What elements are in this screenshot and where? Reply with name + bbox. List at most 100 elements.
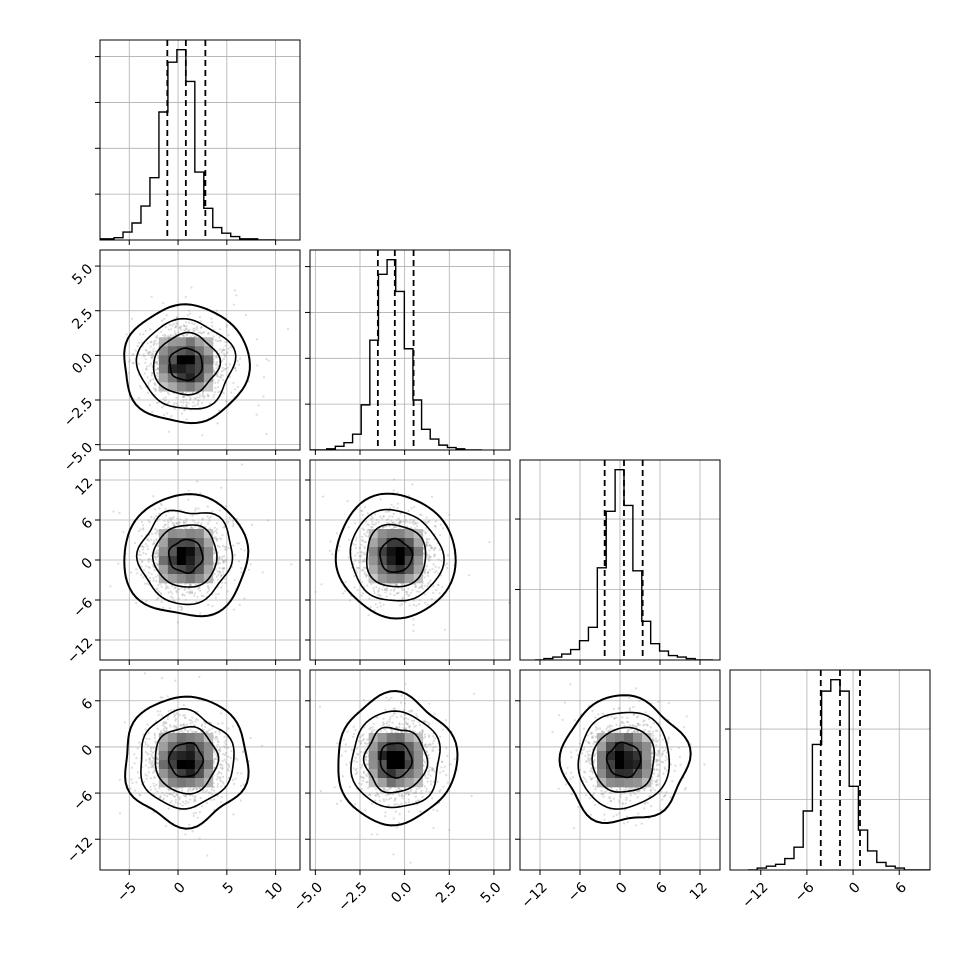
scatter-point [190,591,193,595]
scatter-point [156,549,159,552]
histogram-steps [100,49,276,240]
scatter-point [183,588,186,592]
scatter-point [157,555,160,558]
scatter-point [363,559,366,563]
scatter-point [425,543,428,546]
scatter-point [191,788,194,791]
scatter-point [377,589,380,592]
scatter-point [182,401,185,404]
scatter-point [147,381,150,384]
scatter-point [314,590,317,593]
scatter-point [151,353,154,356]
scatter-point [403,601,406,604]
scatter-point [227,347,230,350]
scatter-point [232,303,235,306]
scatter-point [295,589,297,591]
scatter-point [151,378,155,381]
scatter-point [143,569,146,572]
scatter-point [222,560,225,563]
scatter-point [153,340,156,343]
scatter-point [238,560,241,563]
scatter-point [265,433,268,436]
scatter-point [180,605,183,609]
scatter-point [164,398,167,402]
scatter-point [154,389,157,392]
scatter-point [265,358,268,361]
scatter-point [228,516,231,520]
scatter-point [401,603,404,606]
scatter-point [435,588,438,592]
scatter-point [262,395,265,398]
density-cell [194,355,205,365]
scatter-point [214,381,217,384]
scatter-point [178,713,181,717]
scatter-point [232,381,235,384]
scatter-point [216,539,219,542]
density-cell [404,574,415,584]
scatter-point [149,353,152,356]
scatter-point [199,527,202,530]
scatter-point [150,558,153,561]
scatter-point [188,587,191,590]
scatter-point [355,566,358,569]
scatter-point [139,333,142,336]
scatter-point [211,510,214,513]
scatter-point [191,830,194,833]
scatter-point [423,593,426,596]
scatter-point [212,536,216,540]
scatter-point [363,545,366,548]
scatter-point [144,552,148,556]
scatter-point [467,574,471,577]
scatter-point [154,740,157,743]
scatter-point [131,317,134,320]
scatter-point [408,593,411,596]
scatter-point [128,360,131,363]
scatter-point [220,538,223,541]
scatter-point [157,375,160,378]
scatter-point [160,585,163,588]
density-cell [194,346,205,356]
scatter-point [189,312,192,315]
scatter-point [213,798,216,801]
scatter-point [384,588,387,591]
scatter-point [358,555,361,558]
scatter-point [232,544,235,547]
scatter-point [112,510,115,513]
scatter-point [197,399,200,402]
contour-line [135,317,237,410]
scatter-point [219,562,222,565]
scatter-point [234,366,237,370]
scatter-point [180,325,183,328]
scatter-point [346,500,349,503]
scatter-point [348,538,351,541]
density-cell [167,337,178,347]
scatter-point [218,555,221,558]
scatter-point [177,796,180,799]
scatter-point [248,568,251,571]
scatter-point [211,727,214,730]
scatter-point [232,524,235,528]
scatter-point [373,523,376,527]
scatter-point [207,331,210,335]
scatter-point [228,376,231,379]
scatter-point [227,521,230,524]
scatter-point [429,579,432,582]
scatter-point [383,588,387,591]
scatter-point [362,553,365,556]
scatter-point [377,521,380,524]
density-cell [176,529,187,539]
scatter-point [156,563,159,566]
scatter-point [160,601,163,604]
scatter-point [217,573,220,577]
density-cell [167,556,178,566]
scatter-point [165,514,168,517]
contour-line [152,331,222,396]
scatter-point [394,525,397,528]
scatter-point [156,334,159,337]
scatter-point [237,363,241,366]
scatter-point [163,317,166,320]
scatter-point [409,526,412,529]
scatter-point [175,396,178,399]
scatter-point [153,383,156,386]
density-cell [167,382,178,392]
